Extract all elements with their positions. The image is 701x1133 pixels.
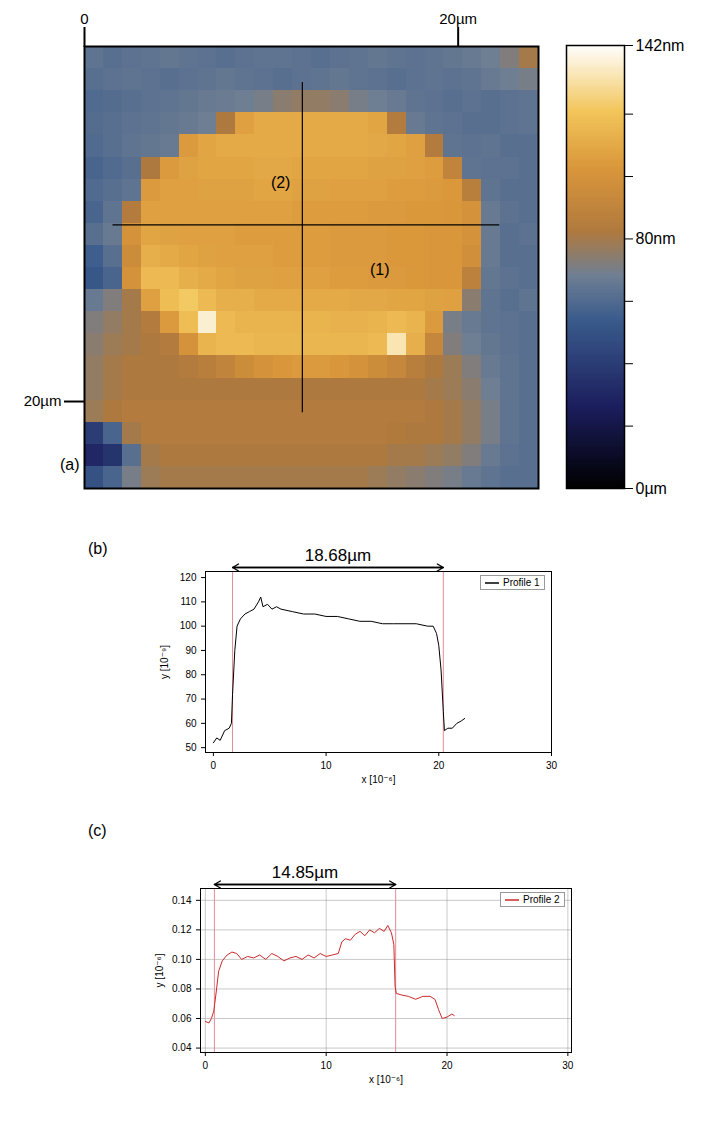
svg-text:x [10⁻⁶]: x [10⁻⁶] bbox=[362, 774, 396, 785]
svg-text:90: 90 bbox=[185, 645, 197, 656]
svg-text:14.85µm: 14.85µm bbox=[272, 863, 339, 882]
svg-text:10: 10 bbox=[321, 760, 333, 771]
html-text:Profile 1: Profile 1 bbox=[503, 577, 540, 588]
svg-text:0.10: 0.10 bbox=[172, 954, 192, 965]
svg-text:30: 30 bbox=[546, 760, 558, 771]
svg-text:20µm: 20µm bbox=[439, 10, 477, 27]
svg-text:30: 30 bbox=[562, 1060, 574, 1071]
svg-text:0: 0 bbox=[203, 1060, 209, 1071]
svg-text:80: 80 bbox=[185, 669, 197, 680]
svg-text:0µm: 0µm bbox=[636, 480, 667, 497]
svg-text:20: 20 bbox=[433, 760, 445, 771]
svg-text:80nm: 80nm bbox=[636, 230, 676, 247]
svg-text:0.14: 0.14 bbox=[172, 895, 192, 906]
html-text:(b): (b) bbox=[88, 540, 108, 557]
svg-text:18.68µm: 18.68µm bbox=[305, 546, 372, 565]
svg-text:10: 10 bbox=[321, 1060, 333, 1071]
svg-text:(1): (1) bbox=[370, 261, 390, 278]
svg-text:0.04: 0.04 bbox=[172, 1042, 192, 1053]
svg-text:y [10⁻⁶]: y [10⁻⁶] bbox=[154, 953, 165, 987]
svg-text:0.06: 0.06 bbox=[172, 1013, 192, 1024]
svg-text:x [10⁻⁶]: x [10⁻⁶] bbox=[369, 1074, 403, 1085]
svg-text:0.12: 0.12 bbox=[172, 924, 192, 935]
svg-text:0: 0 bbox=[80, 10, 88, 27]
svg-text:(2): (2) bbox=[271, 174, 291, 191]
svg-text:142nm: 142nm bbox=[636, 37, 685, 54]
svg-text:20: 20 bbox=[441, 1060, 453, 1071]
svg-text:110: 110 bbox=[181, 596, 197, 607]
svg-text:y [10⁻⁹]: y [10⁻⁹] bbox=[159, 645, 170, 679]
svg-text:70: 70 bbox=[185, 693, 197, 704]
svg-text:0: 0 bbox=[211, 760, 217, 771]
svg-text:50: 50 bbox=[185, 742, 197, 753]
svg-text:120: 120 bbox=[180, 572, 197, 583]
svg-text:0.08: 0.08 bbox=[172, 983, 192, 994]
svg-text:100: 100 bbox=[180, 620, 197, 631]
svg-text:60: 60 bbox=[185, 718, 197, 729]
html-text:(c): (c) bbox=[88, 822, 107, 839]
svg-text:20µm: 20µm bbox=[24, 392, 62, 409]
html-text:Profile 2: Profile 2 bbox=[523, 894, 560, 905]
html-text:(a): (a) bbox=[60, 456, 80, 473]
